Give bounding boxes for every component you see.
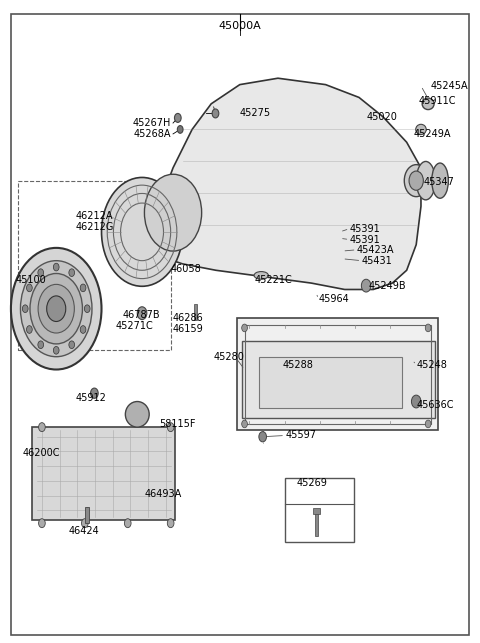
Circle shape (168, 519, 174, 528)
Circle shape (26, 284, 32, 292)
Circle shape (84, 305, 90, 312)
Circle shape (82, 519, 88, 528)
Circle shape (38, 341, 44, 349)
Circle shape (177, 125, 183, 133)
Circle shape (47, 296, 66, 322)
Text: 45275: 45275 (240, 109, 271, 118)
Circle shape (259, 431, 266, 442)
Text: 45347: 45347 (423, 177, 454, 187)
Text: 46212A: 46212A (75, 211, 113, 221)
Text: 45267H: 45267H (132, 118, 171, 128)
Text: 45280: 45280 (214, 352, 244, 362)
Bar (315, 511, 318, 536)
Ellipse shape (422, 98, 434, 109)
Ellipse shape (254, 271, 268, 279)
Text: 46424: 46424 (68, 527, 99, 536)
Text: 46787B: 46787B (123, 310, 161, 320)
Text: 46159: 46159 (173, 324, 204, 334)
Text: 46212G: 46212G (75, 222, 114, 231)
Circle shape (124, 519, 131, 528)
Circle shape (425, 420, 431, 428)
Text: 45249B: 45249B (369, 281, 406, 291)
Circle shape (38, 422, 45, 431)
Circle shape (242, 420, 247, 428)
Bar (244, 325, 431, 424)
Circle shape (404, 165, 428, 197)
Text: 58115F: 58115F (159, 419, 195, 429)
Text: 45391: 45391 (349, 224, 380, 233)
Circle shape (53, 263, 59, 271)
Circle shape (30, 273, 83, 344)
Circle shape (168, 422, 174, 431)
Text: 45248: 45248 (416, 360, 447, 370)
Text: 46493A: 46493A (144, 489, 181, 500)
Circle shape (38, 519, 45, 528)
Circle shape (80, 325, 86, 333)
Text: 45100: 45100 (16, 275, 47, 285)
Text: 45391: 45391 (349, 235, 380, 244)
Circle shape (425, 324, 431, 332)
Bar (32, 427, 175, 520)
Text: 46286: 46286 (173, 313, 204, 323)
Circle shape (53, 347, 59, 354)
Text: 45288: 45288 (283, 360, 313, 370)
Circle shape (137, 307, 147, 320)
Circle shape (23, 305, 28, 312)
Text: 45911C: 45911C (419, 96, 456, 105)
Ellipse shape (125, 401, 149, 427)
Text: 45636C: 45636C (416, 400, 454, 410)
Circle shape (80, 284, 86, 292)
Bar (242, 341, 435, 417)
Circle shape (361, 279, 371, 292)
Circle shape (11, 248, 101, 370)
Bar (18, 181, 171, 350)
Bar (85, 507, 89, 523)
Polygon shape (164, 78, 421, 289)
Text: 45912: 45912 (75, 394, 106, 403)
Text: 45020: 45020 (366, 112, 397, 122)
Text: 45269: 45269 (297, 478, 328, 488)
Text: 45431: 45431 (361, 256, 392, 266)
Ellipse shape (416, 124, 426, 134)
Circle shape (144, 174, 202, 251)
Text: 46058: 46058 (171, 264, 202, 274)
Circle shape (174, 113, 181, 122)
Circle shape (26, 325, 32, 333)
Bar (194, 304, 197, 320)
Ellipse shape (416, 161, 435, 200)
Circle shape (91, 388, 98, 398)
Text: 45000A: 45000A (218, 21, 261, 31)
Ellipse shape (432, 163, 448, 198)
Circle shape (242, 324, 247, 332)
Text: 46200C: 46200C (23, 448, 60, 458)
Bar (238, 318, 438, 430)
Circle shape (212, 109, 219, 118)
Text: 45597: 45597 (285, 430, 316, 440)
Circle shape (38, 284, 74, 333)
Text: 45268A: 45268A (133, 129, 171, 139)
Bar (259, 357, 402, 408)
Text: 45245A: 45245A (431, 81, 468, 91)
Bar (285, 478, 354, 543)
Circle shape (69, 341, 74, 349)
Circle shape (21, 260, 92, 357)
Circle shape (69, 269, 74, 276)
Bar (313, 509, 320, 514)
Text: 45221C: 45221C (254, 275, 292, 285)
Circle shape (101, 177, 182, 286)
Circle shape (411, 395, 421, 408)
Text: 45249A: 45249A (414, 129, 451, 139)
Circle shape (409, 171, 423, 190)
Text: 45423A: 45423A (357, 245, 394, 255)
Text: 45964: 45964 (318, 294, 349, 304)
Circle shape (38, 269, 44, 276)
Text: 45271C: 45271C (116, 321, 154, 331)
